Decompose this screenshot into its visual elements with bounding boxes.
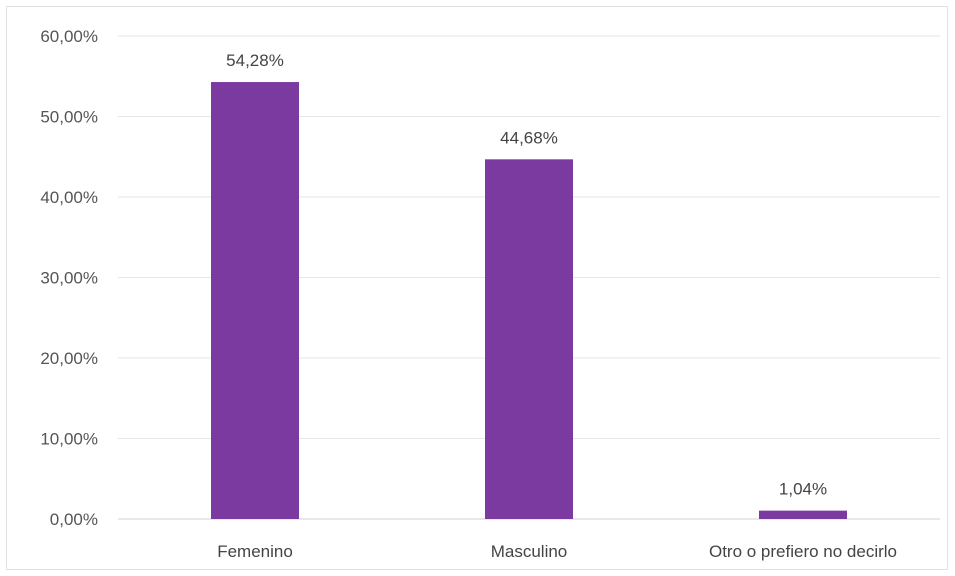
y-axis-ticks: 0,00% 10,00% 20,00% 30,00% 40,00% 50,00% 60,00… — [40, 27, 98, 529]
data-label: 44,68% — [500, 128, 558, 147]
y-tick-label: 10,00% — [40, 430, 98, 449]
data-label: 54,28% — [226, 51, 284, 70]
chart-frame — [6, 6, 948, 570]
y-tick-label: 50,00% — [40, 108, 98, 127]
data-label: 1,04% — [779, 480, 827, 499]
y-tick-label: 20,00% — [40, 349, 98, 368]
data-labels: 54,28% 44,68% 1,04% — [226, 51, 827, 499]
bar — [211, 82, 299, 520]
bars — [211, 82, 847, 520]
category-label: Femenino — [217, 542, 293, 561]
bar — [759, 510, 847, 519]
category-label: Otro o prefiero no decirlo — [709, 542, 897, 561]
category-label: Masculino — [491, 542, 568, 561]
y-tick-label: 30,00% — [40, 269, 98, 288]
x-axis-categories: Femenino Masculino Otro o prefiero no deci… — [217, 542, 897, 561]
y-tick-label: 0,00% — [50, 510, 98, 529]
bar — [485, 159, 573, 520]
y-tick-label: 40,00% — [40, 188, 98, 207]
y-tick-label: 60,00% — [40, 27, 98, 46]
